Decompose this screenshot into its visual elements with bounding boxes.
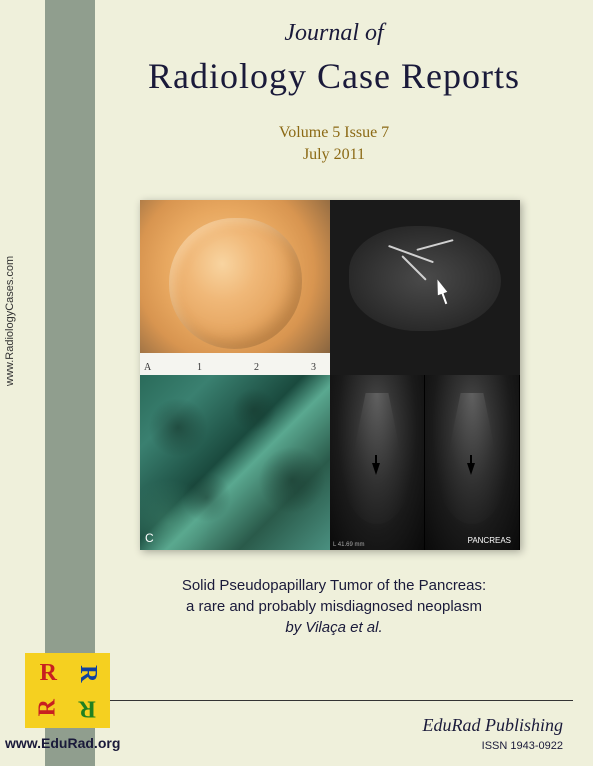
figure-panel-specimen: A 1 2 3 [140,200,330,375]
sidebar-stripe [45,0,95,766]
issn-number: ISSN 1943-0922 [482,740,563,752]
article-title-line2: a rare and probably misdiagnosed neoplas… [95,596,573,617]
ultrasound-arrow-icon [372,463,380,475]
article-caption: Solid Pseudopapillary Tumor of the Pancr… [95,575,573,638]
ultrasound-right: PANCREAS [425,375,520,550]
specimen-shape [169,218,302,349]
logo-letter: R [71,656,103,693]
footer-divider [95,700,573,701]
ultrasound-arrow-icon [467,463,475,475]
publisher-name: EduRad Publishing [423,715,564,736]
logo-letter: R [69,692,106,724]
sidebar-url: www.RadiologyCases.com [4,256,16,386]
journal-title: Radiology Case Reports [95,55,573,97]
histology-texture [140,375,330,550]
cover-figure: A 1 2 3 C L 41.69 mm PANCREAS [140,200,520,550]
journal-of-text: Journal of [95,20,573,47]
ruler-label: A [144,362,151,373]
edurad-url: www.EduRad.org [5,735,120,751]
ruler-mark-3: 3 [311,362,316,373]
figure-panel-mri [330,200,520,375]
edurad-logo: R R R R [25,653,110,728]
volume-line: Volume 5 Issue 7 [95,122,573,144]
ultrasound-left: L 41.69 mm [330,375,425,550]
logo-letter: R [33,689,65,726]
ruler: A 1 2 3 [140,353,330,375]
article-author: by Vilaça et al. [95,617,573,638]
ruler-mark-2: 2 [254,362,259,373]
date-line: July 2011 [95,144,573,166]
histology-label: C [145,531,154,545]
article-title-line1: Solid Pseudopapillary Tumor of the Pancr… [95,575,573,596]
figure-panel-ultrasound: L 41.69 mm PANCREAS [330,375,520,550]
ruler-mark-1: 1 [197,362,202,373]
pancreas-label: PANCREAS [468,536,511,545]
ultrasound-measurement: L 41.69 mm [333,542,364,548]
volume-info: Volume 5 Issue 7 July 2011 [95,122,573,167]
figure-panel-histology: C [140,375,330,550]
logo-letter: R [30,658,67,690]
